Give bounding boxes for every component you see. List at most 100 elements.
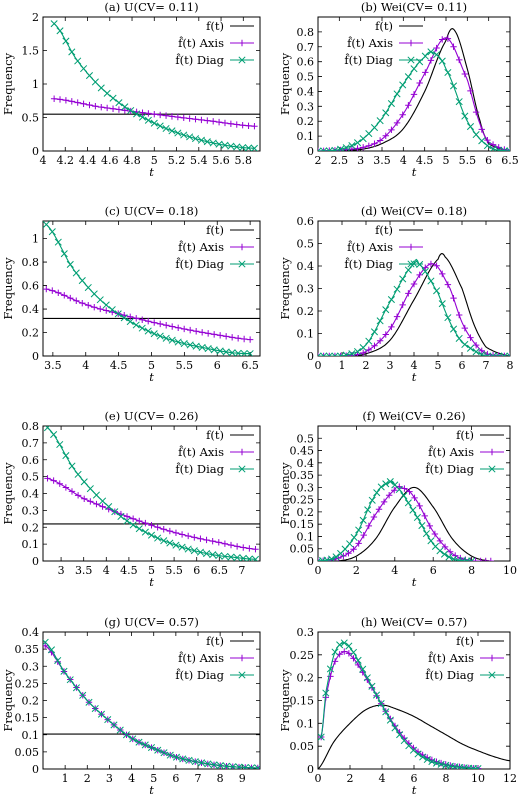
- data-point: [62, 37, 70, 45]
- data-point: [246, 545, 253, 552]
- y-tick-label: 0.25: [15, 677, 40, 690]
- y-tick-label: 0.1: [297, 530, 315, 543]
- data-point: [427, 260, 435, 268]
- data-point: [388, 323, 395, 331]
- data-point: [422, 69, 429, 76]
- data-point: [138, 324, 146, 332]
- data-point: [382, 708, 390, 716]
- data-point: [254, 764, 260, 769]
- data-point: [399, 111, 406, 118]
- data-point: [147, 531, 156, 539]
- y-tick-label: 0.8: [297, 26, 315, 39]
- data-point: [150, 330, 158, 338]
- data-point: [209, 537, 216, 545]
- x-tick-label: 3.5: [373, 154, 391, 167]
- data-point: [246, 336, 254, 343]
- y-axis-label: Frequency: [1, 669, 15, 732]
- data-point: [49, 287, 56, 294]
- data-point: [385, 491, 393, 499]
- data-point: [62, 452, 70, 460]
- data-point: [87, 498, 94, 505]
- plot-area: [43, 20, 260, 151]
- data-point: [81, 495, 88, 502]
- data-point: [145, 317, 152, 325]
- data-point: [103, 104, 111, 112]
- data-point: [345, 550, 352, 557]
- data-point: [342, 351, 350, 356]
- data-point: [123, 517, 131, 525]
- data-point: [227, 553, 235, 561]
- x-tick-label: 4: [103, 564, 110, 577]
- data-point: [160, 749, 168, 757]
- series-line-2: [318, 480, 472, 561]
- data-point: [157, 320, 164, 328]
- y-tick-label: 0.05: [15, 746, 40, 759]
- data-point: [111, 508, 119, 516]
- legend-label: f̂(t) Axis: [178, 445, 224, 459]
- plot-area: [318, 253, 510, 356]
- x-tick-label: 3: [106, 772, 113, 785]
- data-point: [136, 517, 143, 525]
- data-point: [172, 753, 181, 761]
- legend-label: f(t): [206, 428, 224, 442]
- y-axis-label: Frequency: [278, 669, 292, 732]
- x-tick-label: 5: [435, 359, 442, 372]
- data-point: [84, 283, 92, 292]
- data-point: [245, 555, 253, 561]
- data-point: [90, 290, 98, 298]
- y-tick-label: 0: [32, 350, 39, 363]
- data-point: [50, 95, 58, 102]
- y-tick-label: 0.45: [290, 445, 315, 458]
- data-point: [365, 337, 373, 345]
- data-point: [483, 352, 491, 356]
- data-point: [197, 136, 205, 144]
- data-point: [78, 277, 86, 285]
- data-point: [240, 349, 248, 356]
- data-point: [455, 311, 463, 319]
- data-point: [141, 741, 149, 749]
- data-point: [251, 555, 260, 561]
- series-markers-2: [318, 48, 510, 151]
- data-point: [229, 763, 237, 769]
- data-point: [93, 500, 100, 508]
- data-point: [478, 350, 486, 356]
- data-point: [386, 478, 394, 486]
- x-axis-label: t: [149, 783, 154, 797]
- data-point: [438, 300, 446, 308]
- data-point: [186, 133, 194, 141]
- data-point: [148, 522, 155, 529]
- x-tick-label: 5: [443, 154, 450, 167]
- x-tick-label: 4.5: [110, 359, 128, 372]
- data-point: [450, 43, 457, 50]
- series-line-0: [318, 486, 510, 561]
- y-tick-label: 0.2: [297, 506, 315, 519]
- data-point: [427, 48, 435, 56]
- data-point: [44, 475, 51, 482]
- data-point: [376, 137, 384, 144]
- y-tick-label: 0.05: [290, 740, 315, 753]
- y-tick-label: 1.5: [22, 45, 40, 58]
- data-point: [387, 296, 395, 304]
- x-tick-label: 6.5: [241, 359, 259, 372]
- data-point: [252, 545, 259, 553]
- data-point: [318, 733, 325, 741]
- data-point: [74, 57, 82, 65]
- data-point: [50, 431, 58, 439]
- data-point: [416, 502, 423, 510]
- data-point: [103, 89, 111, 97]
- data-point: [233, 543, 241, 550]
- data-point: [419, 753, 427, 761]
- x-tick-label: 4: [400, 154, 407, 167]
- data-point: [91, 704, 99, 713]
- data-point: [348, 145, 356, 151]
- x-tick-label: 1: [339, 359, 346, 372]
- data-point: [320, 352, 327, 356]
- data-point: [320, 147, 328, 151]
- x-tick-label: 5: [151, 154, 158, 167]
- data-point: [251, 123, 258, 130]
- data-point: [99, 503, 106, 510]
- data-point: [393, 285, 401, 293]
- x-axis-label: t: [149, 370, 154, 384]
- x-axis-label: t: [412, 165, 417, 179]
- data-point: [365, 522, 373, 530]
